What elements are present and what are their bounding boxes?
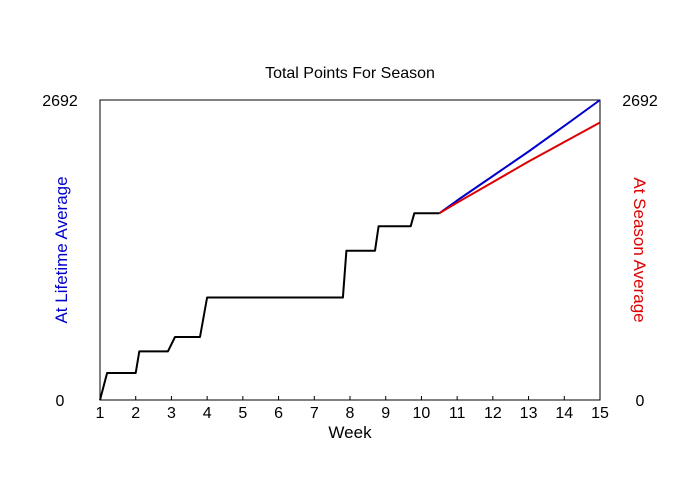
x-tick-label: 6 <box>274 405 283 422</box>
x-tick-label: 1 <box>96 405 105 422</box>
y-right-tick-min: 0 <box>636 393 645 410</box>
x-tick-label: 10 <box>413 405 431 422</box>
series-line-season <box>438 121 601 215</box>
x-tick-label: 15 <box>591 405 609 422</box>
x-tick-label: 7 <box>310 405 319 422</box>
x-axis-label: Week <box>328 423 372 442</box>
series-line-actual <box>99 212 440 401</box>
x-tick-label: 3 <box>167 405 176 422</box>
x-tick-label: 9 <box>381 405 390 422</box>
series-layer <box>99 99 601 401</box>
x-tick-label: 4 <box>203 405 212 422</box>
y-left-tick-max: 2692 <box>42 93 78 110</box>
y-axis-label-left: At Lifetime Average <box>52 176 71 323</box>
y-axis-label-right: At Season Average <box>630 177 649 322</box>
x-tick-label: 14 <box>555 405 573 422</box>
x-tick-label: 8 <box>346 405 355 422</box>
x-axis-ticks: 1 2 3 4 5 6 7 8 9 10 11 12 13 14 15 <box>96 396 609 422</box>
y-left-tick-min: 0 <box>56 393 65 410</box>
x-tick-label: 2 <box>131 405 140 422</box>
x-tick-label: 5 <box>238 405 247 422</box>
x-tick-label: 13 <box>520 405 538 422</box>
y-right-tick-max: 2692 <box>622 93 658 110</box>
x-tick-label: 11 <box>449 405 466 422</box>
series-line-lifetime <box>438 99 601 215</box>
x-tick-label: 12 <box>484 405 502 422</box>
chart-title: Total Points For Season <box>265 65 435 82</box>
